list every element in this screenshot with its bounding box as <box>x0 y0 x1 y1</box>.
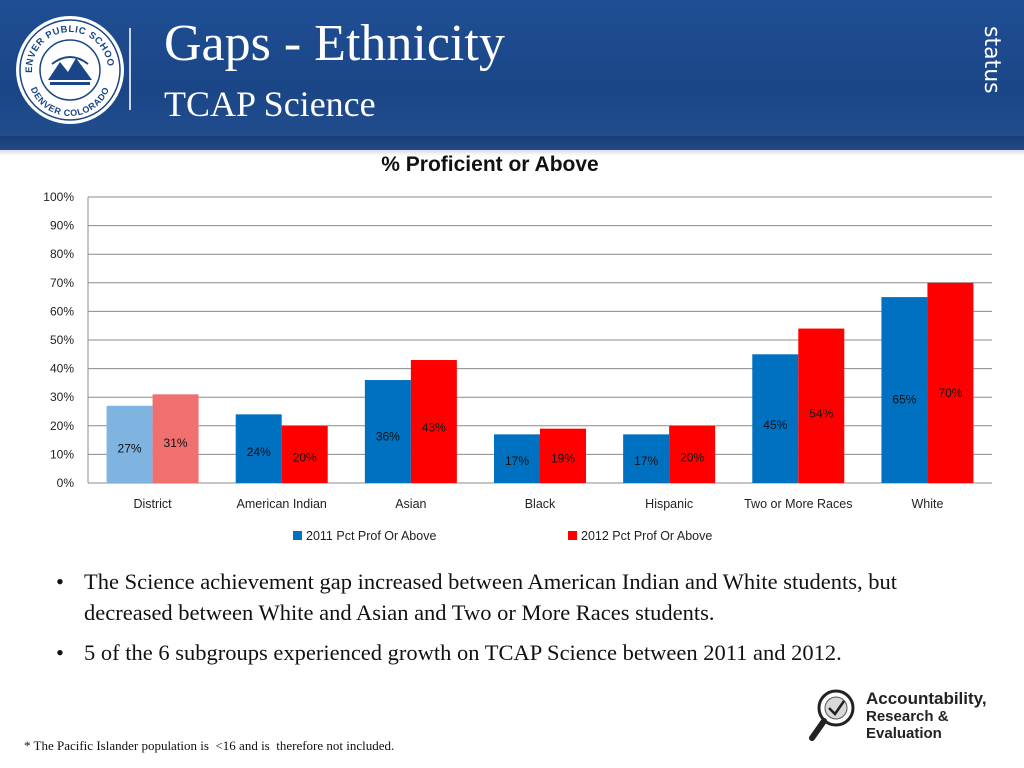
status-tag: status <box>979 26 1004 94</box>
data-labels: 27% 31% 24% 20% 36% 43% 17% 19% 17% 20% 45% 54% 65% 7… <box>118 386 963 468</box>
bullet-list: • The Science achievement gap increased … <box>40 566 980 668</box>
data-label: 19% <box>551 452 575 466</box>
bar <box>410 360 457 483</box>
data-label: 20% <box>293 450 317 464</box>
bar-chart: 0% 10% 20% 30% 40% 50% 60% 70% 80% 90% 100% 27% 31%… <box>43 190 992 543</box>
data-label: 17% <box>505 454 529 468</box>
y-tick-label: 50% <box>50 333 74 347</box>
bar <box>364 380 411 483</box>
data-label: 24% <box>247 445 271 459</box>
are-line1: Accountability, <box>866 689 987 708</box>
y-tick-label: 70% <box>50 276 74 290</box>
bullet-item-2: • 5 of the 6 subgroups experienced growt… <box>40 637 980 668</box>
logo-divider <box>129 28 131 110</box>
are-logo: Accountability, Research & Evaluation <box>808 684 1008 744</box>
footnote: * The Pacific Islander population is <16… <box>24 738 395 753</box>
dps-logo: DENVER PUBLIC SCHOOLS DENVER COLORADO <box>10 6 126 126</box>
y-tick-label: 20% <box>50 419 74 433</box>
bullet-dot: • <box>56 569 64 594</box>
data-label: 43% <box>422 421 446 435</box>
legend-label: 2012 Pct Prof Or Above <box>581 529 712 543</box>
legend-label: 2011 Pct Prof Or Above <box>306 529 436 543</box>
x-axis-ticks: District American Indian Asian Black Hispani… <box>133 497 943 511</box>
data-label: 31% <box>164 436 188 450</box>
x-tick-label: Hispanic <box>645 497 693 511</box>
y-tick-label: 10% <box>50 447 74 461</box>
are-line3: Evaluation <box>866 725 942 742</box>
bullet-text: The Science achievement gap increased be… <box>84 569 898 625</box>
bar <box>106 405 153 483</box>
x-tick-label: Two or More Races <box>744 497 852 511</box>
y-tick-label: 30% <box>50 390 74 404</box>
y-tick-label: 0% <box>57 476 75 490</box>
x-tick-label: White <box>911 497 943 511</box>
header-banner <box>0 0 1024 150</box>
x-tick-label: District <box>133 497 172 511</box>
data-label: 27% <box>118 441 142 455</box>
chart-title: % Proficient or Above <box>381 153 599 176</box>
page-subtitle: TCAP Science <box>164 84 376 124</box>
legend-swatch <box>568 531 577 540</box>
bar <box>281 425 328 483</box>
x-tick-label: Asian <box>395 497 426 511</box>
bar <box>927 282 974 483</box>
x-tick-label: Black <box>525 497 556 511</box>
page-title: Gaps - Ethnicity <box>164 15 505 72</box>
y-tick-label: 60% <box>50 304 74 318</box>
legend: 2011 Pct Prof Or Above 2012 Pct Prof Or A… <box>293 529 712 543</box>
bars <box>106 282 974 483</box>
bullet-text: 5 of the 6 subgroups experienced growth … <box>84 640 842 665</box>
data-label: 65% <box>892 392 916 406</box>
data-label: 54% <box>809 407 833 421</box>
are-line2: Research & <box>866 708 949 725</box>
data-label: 45% <box>763 418 787 432</box>
header-shadow <box>0 136 1024 156</box>
y-tick-label: 80% <box>50 247 74 261</box>
data-label: 36% <box>376 430 400 444</box>
legend-swatch <box>293 531 302 540</box>
data-label: 17% <box>634 454 658 468</box>
bar <box>152 394 199 483</box>
bar <box>235 414 282 483</box>
bar <box>798 328 845 483</box>
bar <box>669 425 716 483</box>
bullet-item-1: • The Science achievement gap increased … <box>40 566 980 628</box>
bar <box>494 434 540 483</box>
bullet-dot: • <box>56 640 64 665</box>
y-tick-label: 90% <box>50 219 74 233</box>
y-tick-label: 40% <box>50 362 74 376</box>
bar <box>752 354 799 483</box>
data-label: 70% <box>938 386 962 400</box>
bar <box>540 428 586 483</box>
y-axis-ticks: 0% 10% 20% 30% 40% 50% 60% 70% 80% 90% 100% <box>43 190 74 490</box>
y-tick-label: 100% <box>43 190 74 204</box>
x-tick-label: American Indian <box>237 497 327 511</box>
bar <box>623 434 670 483</box>
bar <box>881 297 928 483</box>
data-label: 20% <box>680 450 704 464</box>
